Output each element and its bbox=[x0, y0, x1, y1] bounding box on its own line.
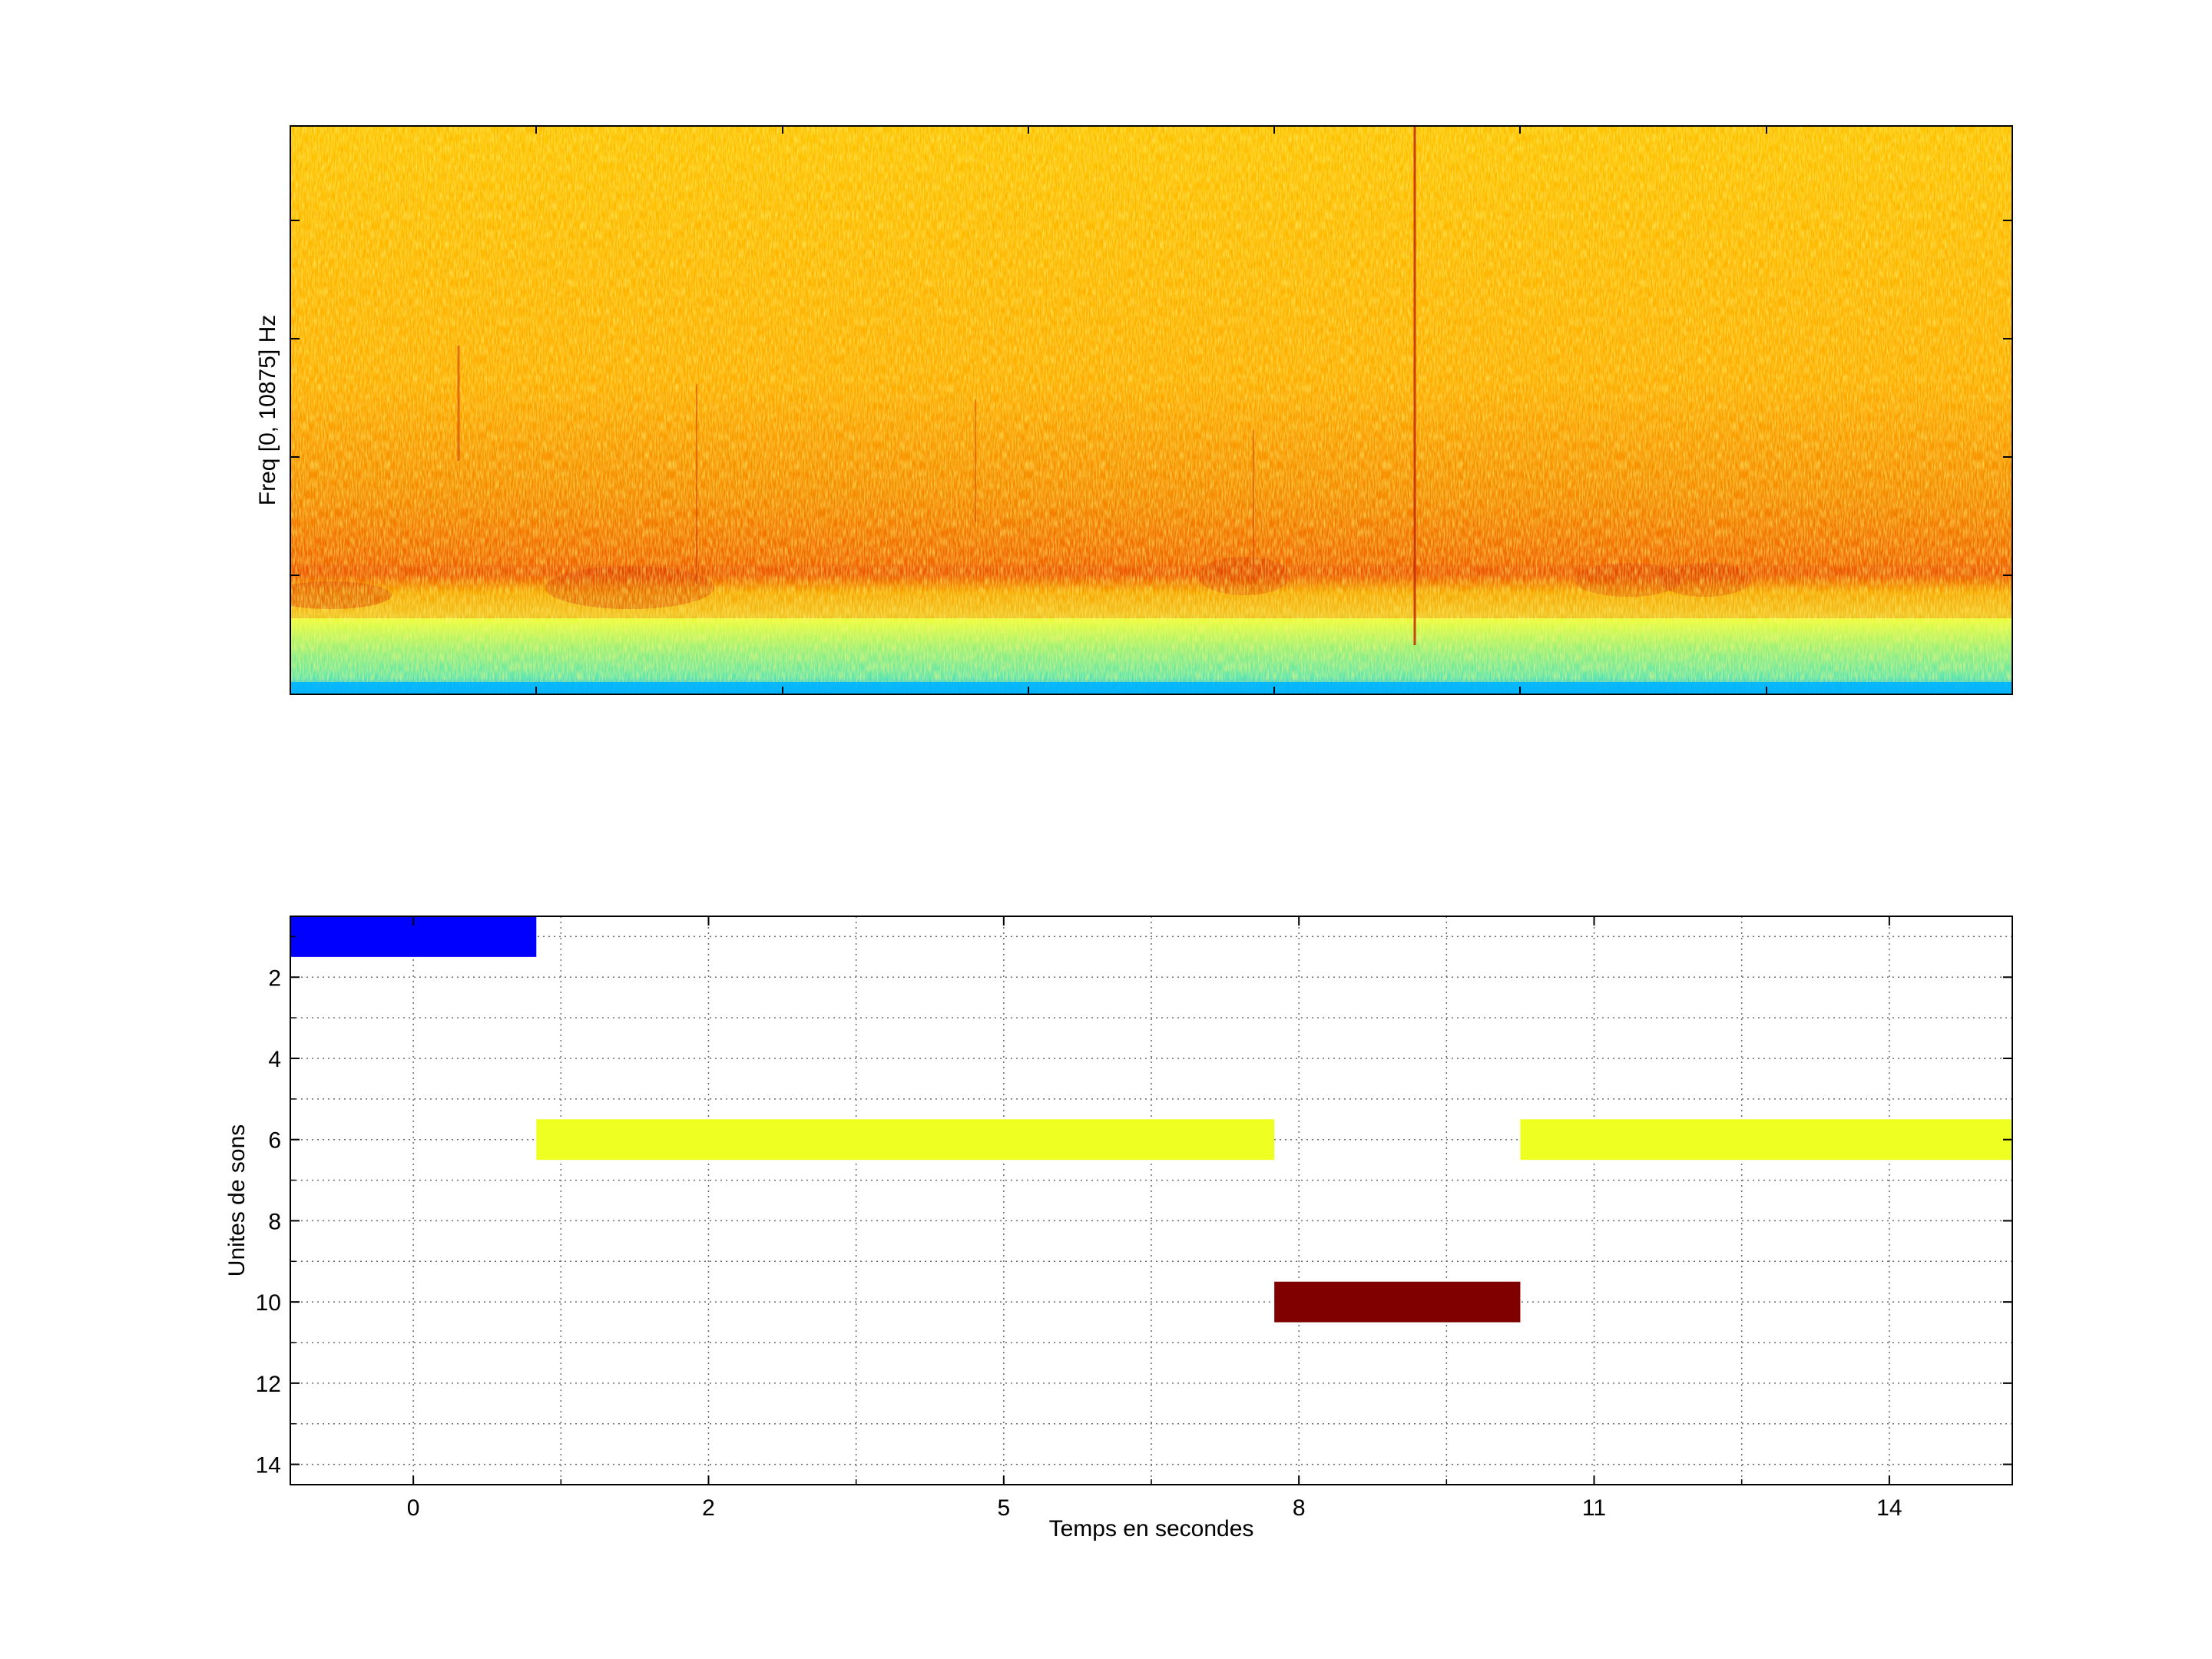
x-tick-label-1: 2 bbox=[702, 1495, 715, 1521]
y-tick-label-3: 8 bbox=[268, 1209, 281, 1234]
segment-bar-3 bbox=[1520, 1119, 2012, 1161]
y-tick-label-0: 2 bbox=[268, 965, 281, 991]
x-tick-label-0: 0 bbox=[407, 1495, 420, 1521]
spectrogram-ticks bbox=[290, 126, 2013, 694]
segment-bar-1 bbox=[536, 1119, 1275, 1161]
segment-bars bbox=[290, 916, 2012, 1323]
y-tick-label-5: 12 bbox=[256, 1372, 281, 1397]
tick-labels: 0 2 5 8 11 14 2 4 6 8 10 12 14 bbox=[256, 965, 1902, 1521]
y-tick-label-6: 14 bbox=[256, 1453, 281, 1479]
x-tick-label-4: 11 bbox=[1582, 1495, 1606, 1521]
spectrogram-panel: Freq [0, 10875] Hz bbox=[255, 125, 2013, 695]
x-axis-label: Temps en secondes bbox=[1049, 1516, 1254, 1541]
grid bbox=[290, 916, 2012, 1485]
y-tick-label-1: 4 bbox=[268, 1047, 281, 1072]
spectrogram-ylabel: Freq [0, 10875] Hz bbox=[255, 315, 280, 505]
segments-panel: 0 2 5 8 11 14 2 4 6 8 10 12 14 Temps en secondes Uni… bbox=[224, 916, 2013, 1541]
x-tick-label-5: 14 bbox=[1876, 1495, 1902, 1521]
segment-bar-2 bbox=[1274, 1281, 1521, 1323]
spectrogram-image bbox=[290, 126, 2012, 694]
y-tick-label-2: 6 bbox=[268, 1128, 281, 1154]
segment-ticks bbox=[290, 916, 2012, 1485]
y-axis-label: Unites de sons bbox=[224, 1124, 250, 1277]
x-tick-label-2: 5 bbox=[997, 1495, 1010, 1521]
x-tick-label-3: 8 bbox=[1293, 1495, 1306, 1521]
y-tick-label-4: 10 bbox=[256, 1290, 281, 1316]
